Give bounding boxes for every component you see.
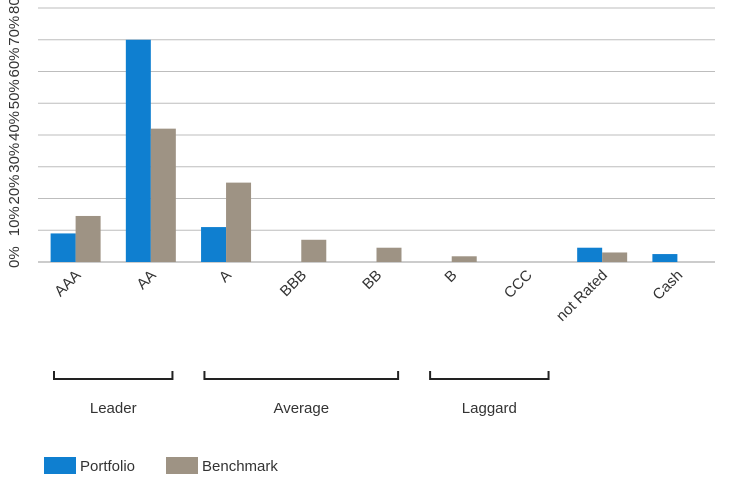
bar-benchmark-b [451,256,477,262]
y-tick-label: 20% [6,174,23,204]
bar-portfolio-not-rated [577,247,603,262]
group-bracket [53,371,174,380]
group-label: Average [273,400,329,417]
x-tick-label: CCC [501,267,536,302]
legend-swatch [166,457,198,474]
x-tick-label: A [216,267,235,286]
y-tick-label: 70% [6,16,23,46]
bars [50,39,678,262]
x-tick-label: Cash [649,267,686,304]
x-tick-label: BB [359,267,385,293]
bar-portfolio-aaa [50,233,76,262]
bar-benchmark-bb [376,247,402,262]
x-tick-label: BBB [277,267,310,300]
y-axis-ticks: 0% 10% 20%30% 40% 50% 60%70% 80% [6,0,23,268]
group-bracket [203,371,400,380]
group-bracket [429,371,550,380]
x-tick-label: AA [133,267,159,293]
y-tick-label: 60% [6,47,23,77]
bar-benchmark-aaa [75,215,101,262]
y-tick-label: 40% [6,111,23,141]
x-tick-label: not Rated [553,267,611,325]
y-tick-label: 0% [6,246,23,268]
bar-benchmark-a [226,182,252,262]
x-axis-labels: AAA AA A BBB BB B CCC not Rated Cash [51,267,686,325]
bar-benchmark-aa [150,128,176,262]
bar-portfolio-cash [652,254,678,262]
bar-portfolio-aa [125,39,151,262]
x-tick-label: AAA [51,267,84,300]
rating-groups: Leader Average Laggard [53,371,550,417]
legend-swatch [44,457,76,474]
group-label: Laggard [462,400,517,417]
y-tick-label: 50% [6,79,23,109]
group-label: Leader [90,400,137,417]
legend-label: Portfolio [80,458,135,475]
y-tick-label: 80% [6,0,23,14]
legend-label: Benchmark [202,458,278,475]
x-tick-label: B [441,267,460,286]
bar-portfolio-a [201,227,227,262]
bar-benchmark-bbb [301,239,327,262]
y-tick-label: 30% [6,143,23,173]
bar-benchmark-not-rated [602,252,628,262]
y-tick-label: 10% [6,206,23,236]
legend: Portfolio Benchmark [44,457,278,475]
